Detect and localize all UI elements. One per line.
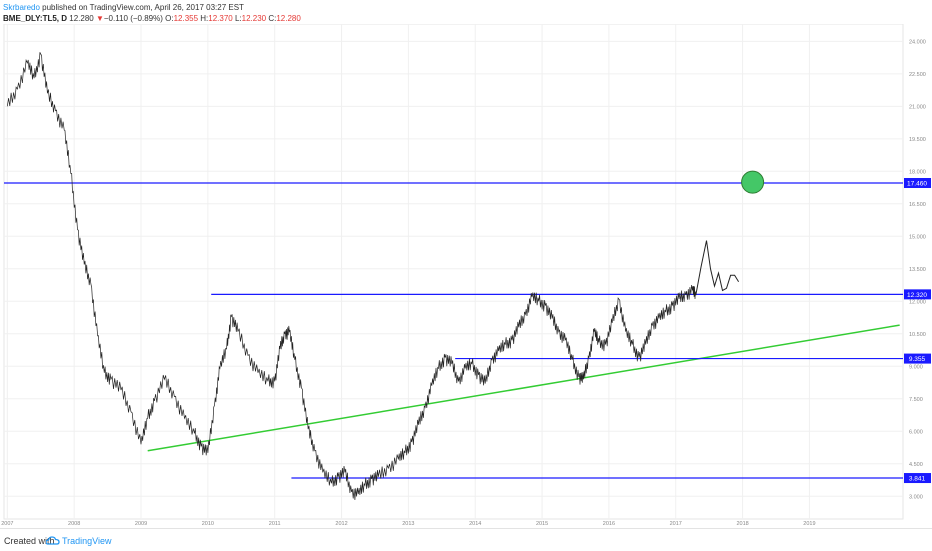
y-tick-label: 24.000 bbox=[909, 39, 926, 45]
down-arrow-icon: ▼ bbox=[95, 14, 104, 23]
y-tick-label: 19.500 bbox=[909, 137, 926, 143]
x-tick-label: 2018 bbox=[736, 521, 748, 527]
level-label-bg bbox=[904, 473, 931, 484]
level-label: 9.355 bbox=[909, 356, 926, 363]
footer-bar: Created with TradingView bbox=[0, 528, 932, 551]
tradingview-cloud-icon bbox=[46, 536, 60, 545]
x-tick-label: 2008 bbox=[68, 521, 80, 527]
last-price: 12.280 bbox=[69, 14, 94, 23]
x-tick-label: 2016 bbox=[603, 521, 615, 527]
y-tick-label: 9.000 bbox=[909, 364, 923, 370]
x-tick-label: 2007 bbox=[1, 521, 13, 527]
high-label: H: bbox=[200, 14, 209, 23]
x-tick-label: 2013 bbox=[402, 521, 414, 527]
high-value: 12.370 bbox=[208, 14, 233, 23]
price-chart[interactable]: 24.000 22.500 21.000 19.500 18.000 16.500 15.0… bbox=[0, 24, 932, 528]
y-tick-label: 6.000 bbox=[909, 429, 923, 435]
x-tick-label: 2017 bbox=[670, 521, 682, 527]
low-label: L: bbox=[234, 14, 242, 23]
y-tick-label: 18.000 bbox=[909, 169, 926, 175]
price-change: −0.110 (−0.89%) bbox=[103, 14, 163, 23]
trendline bbox=[147, 324, 900, 452]
level-label-bg bbox=[904, 289, 931, 300]
x-tick-label: 2019 bbox=[803, 521, 815, 527]
open-value: 12.355 bbox=[173, 14, 199, 23]
level-label: 17.460 bbox=[907, 181, 927, 188]
projection-path bbox=[695, 240, 740, 296]
level-label-bg bbox=[904, 353, 931, 364]
close-value: 12.280 bbox=[276, 14, 301, 23]
level-label: 12.320 bbox=[907, 292, 927, 299]
open-label: O: bbox=[165, 14, 174, 23]
symbol-label[interactable]: BME_DLY:TL5, D bbox=[3, 14, 68, 23]
y-tick-label: 4.500 bbox=[909, 462, 923, 468]
x-tick-label: 2014 bbox=[469, 521, 481, 527]
y-tick-label: 15.000 bbox=[909, 234, 926, 240]
y-tick-label: 22.500 bbox=[909, 72, 926, 78]
published-text: published on TradingView.com, April 26, … bbox=[42, 3, 244, 12]
y-tick-label: 7.500 bbox=[909, 397, 923, 403]
x-tick-label: 2010 bbox=[202, 521, 214, 527]
created-with-text: Created with bbox=[4, 536, 55, 546]
tradingview-brand[interactable]: TradingView bbox=[62, 536, 112, 546]
target-circle bbox=[741, 170, 765, 194]
x-tick-label: 2015 bbox=[536, 521, 548, 527]
y-tick-label: 16.500 bbox=[909, 202, 926, 208]
y-tick-label: 10.500 bbox=[909, 332, 926, 338]
plot-area bbox=[3, 24, 904, 520]
y-tick-label: 13.500 bbox=[909, 267, 926, 273]
close-label: C: bbox=[268, 14, 277, 23]
low-value: 12.230 bbox=[241, 14, 267, 23]
chart-header: Skrbaredo published on TradingView.com, … bbox=[3, 2, 301, 24]
y-tick-label: 3.000 bbox=[909, 494, 923, 500]
y-tick-label: 12.000 bbox=[909, 299, 926, 305]
x-tick-label: 2011 bbox=[269, 521, 281, 527]
x-tick-label: 2012 bbox=[335, 521, 347, 527]
level-label-bg bbox=[904, 178, 931, 189]
level-label: 3.841 bbox=[909, 476, 926, 483]
y-tick-label: 21.000 bbox=[909, 104, 926, 110]
x-tick-label: 2009 bbox=[135, 521, 147, 527]
author-link[interactable]: Skrbaredo bbox=[3, 3, 40, 12]
price-series bbox=[6, 52, 697, 501]
